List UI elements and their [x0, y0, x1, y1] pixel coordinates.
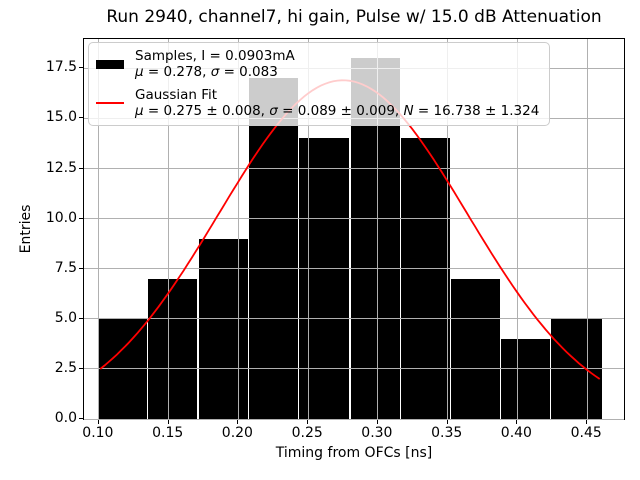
samples-swatch-icon	[96, 59, 124, 69]
y-tick-mark	[79, 267, 83, 269]
bars-layer	[84, 39, 624, 419]
x-tick-label: 0.20	[221, 425, 253, 441]
legend-fit-stats: μ = 0.275 ± 0.008, σ = 0.089 ± 0.009, N …	[135, 103, 540, 119]
x-tick-label: 0.25	[291, 425, 323, 441]
legend-entry-gaussian-fit: Gaussian Fit μ = 0.275 ± 0.008, σ = 0.08…	[96, 87, 541, 119]
x-tick-mark	[376, 420, 378, 424]
gridline-horizontal	[84, 268, 624, 270]
histogram-bar	[298, 138, 350, 419]
histogram-bar	[148, 278, 198, 419]
gridline-vertical	[586, 39, 588, 419]
y-tick-mark	[79, 117, 83, 119]
gridline-horizontal	[84, 368, 624, 370]
chart-title: Run 2940, channel7, hi gain, Pulse w/ 15…	[106, 7, 602, 27]
gridline-vertical	[168, 39, 170, 419]
legend-entry-samples: Samples, I = 0.0903mA μ = 0.278, σ = 0.0…	[96, 48, 541, 80]
y-tick-label: 2.5	[54, 359, 77, 376]
x-tick-mark	[516, 420, 518, 424]
y-tick-label: 10.0	[45, 209, 77, 226]
histogram-bar	[501, 338, 551, 419]
x-tick-label: 0.10	[82, 425, 114, 441]
legend-samples-label: Samples, I = 0.0903mA	[135, 48, 295, 64]
gridline-vertical	[377, 39, 379, 419]
y-tick-label: 12.5	[45, 159, 77, 176]
legend-fit-label: Gaussian Fit	[135, 87, 218, 103]
y-tick-label: 0.0	[54, 410, 77, 426]
x-tick-label: 0.40	[500, 425, 532, 441]
y-tick-label: 17.5	[45, 59, 77, 76]
x-tick-mark	[167, 420, 169, 424]
y-tick-label: 15.0	[45, 109, 77, 126]
legend-samples-stats: μ = 0.278, σ = 0.083	[135, 64, 278, 80]
histogram-bar	[400, 138, 450, 419]
gridline-vertical	[447, 39, 449, 419]
y-tick-label: 5.0	[54, 309, 77, 326]
x-tick-label: 0.45	[570, 425, 602, 441]
x-tick-mark	[237, 420, 239, 424]
gridline-vertical	[98, 39, 100, 419]
x-tick-mark	[307, 420, 309, 424]
y-tick-mark	[79, 418, 83, 419]
y-tick-mark	[79, 367, 83, 369]
gridline-horizontal	[84, 418, 624, 420]
gridline-horizontal	[84, 168, 624, 169]
y-tick-mark	[79, 67, 83, 69]
gridline-vertical	[516, 39, 518, 419]
y-tick-mark	[79, 217, 83, 219]
y-tick-mark	[79, 317, 83, 319]
gridline-horizontal	[84, 318, 624, 320]
x-tick-mark	[586, 420, 588, 424]
x-tick-label: 0.35	[431, 425, 463, 441]
histogram-bar	[248, 78, 298, 419]
x-axis-label: Timing from OFCs [ns]	[275, 445, 433, 461]
legend: Samples, I = 0.0903mA μ = 0.278, σ = 0.0…	[88, 42, 550, 126]
x-tick-label: 0.30	[361, 425, 393, 441]
y-tick-mark	[79, 167, 83, 169]
gaussian-fit-swatch-icon	[96, 102, 124, 104]
x-tick-mark	[97, 420, 99, 424]
x-tick-mark	[446, 420, 448, 424]
gridline-vertical	[237, 39, 239, 419]
gridline-horizontal	[84, 218, 624, 220]
y-tick-label: 7.5	[54, 259, 77, 276]
gridline-vertical	[307, 39, 309, 419]
plot-area: Samples, I = 0.0903mA μ = 0.278, σ = 0.0…	[83, 38, 625, 420]
x-tick-label: 0.15	[152, 425, 184, 441]
histogram-bar	[451, 278, 501, 419]
